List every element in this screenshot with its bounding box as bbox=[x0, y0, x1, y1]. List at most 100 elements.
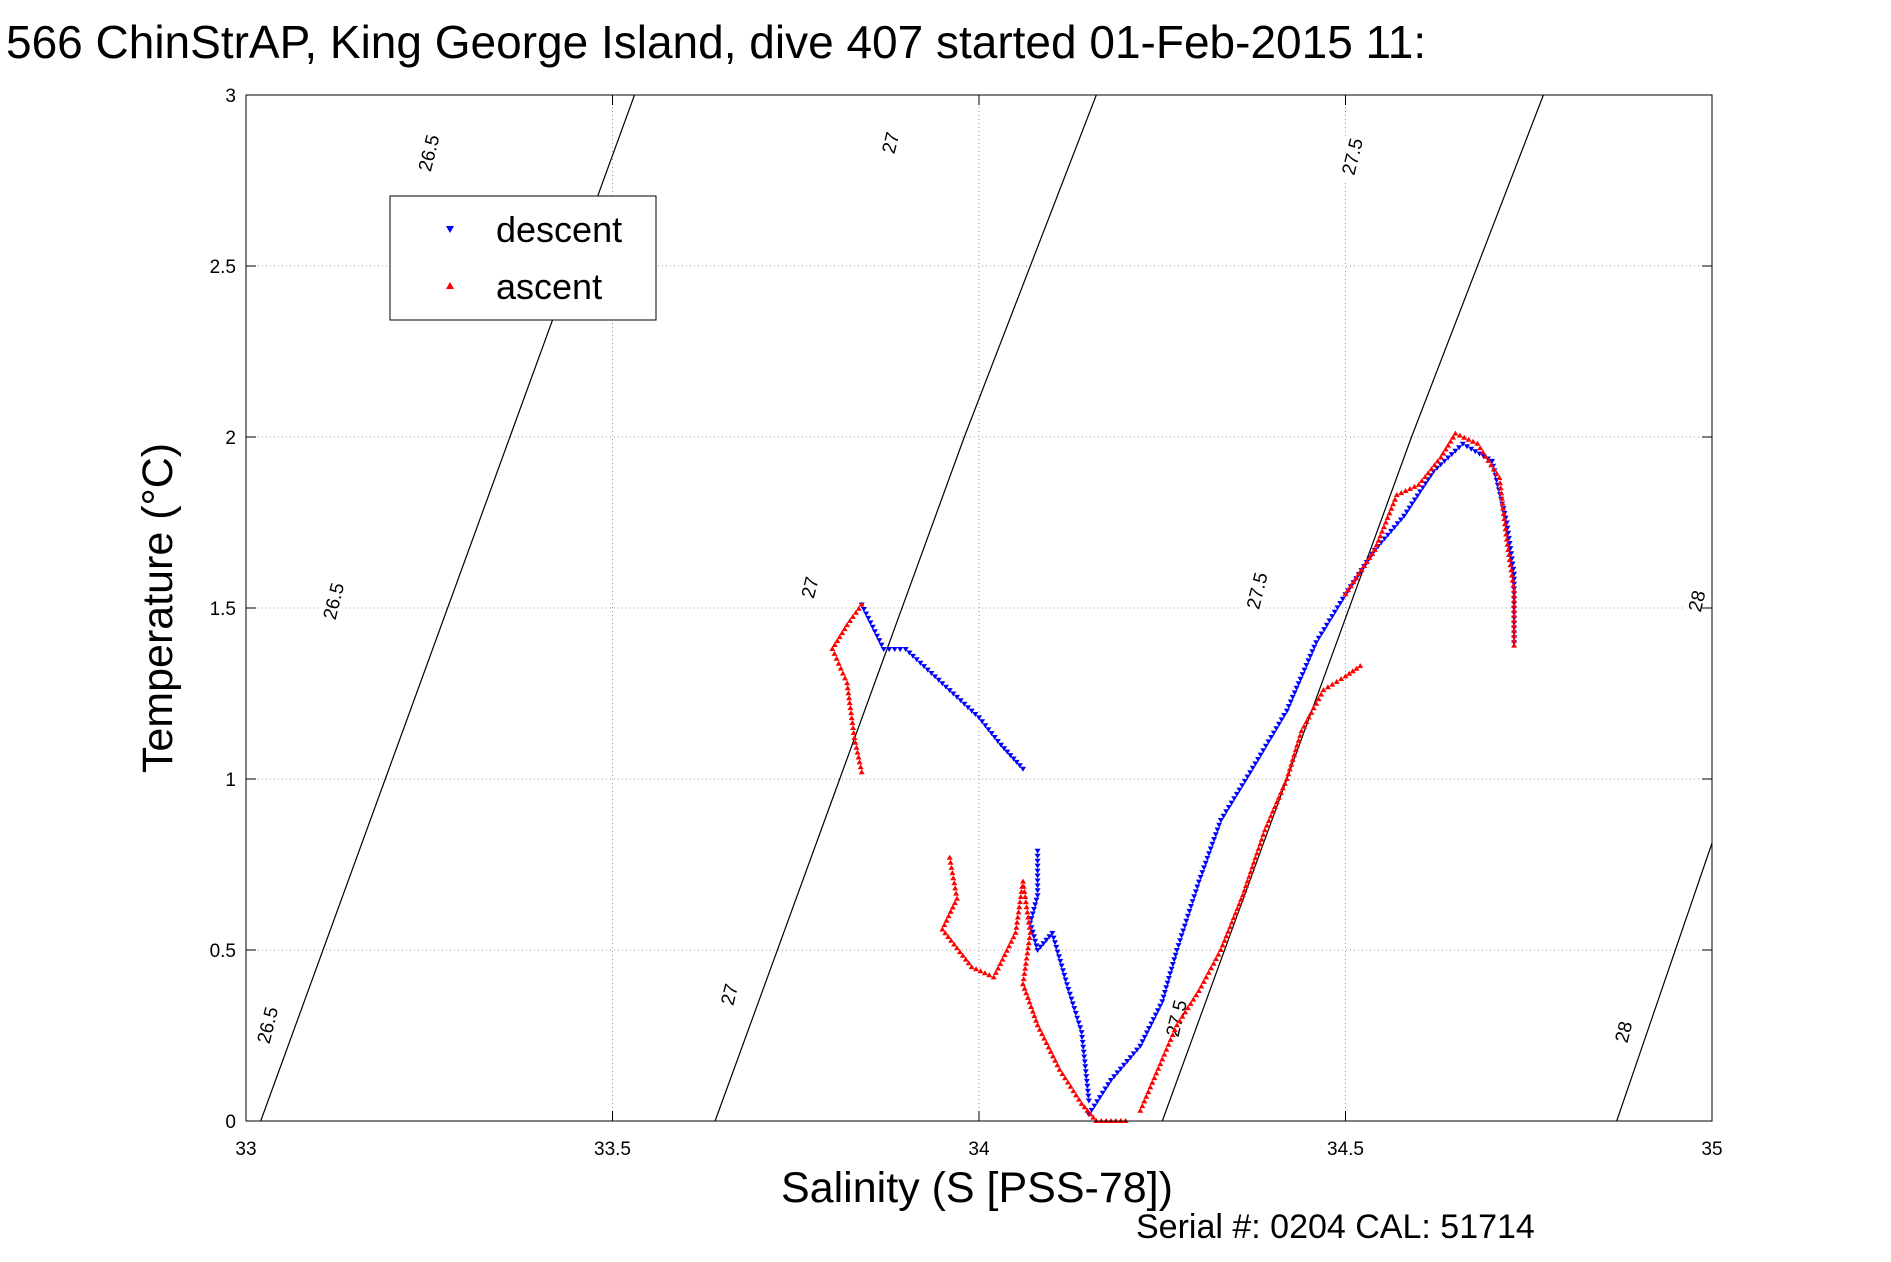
ascent-point bbox=[1050, 1053, 1056, 1059]
ascent-point bbox=[1501, 516, 1508, 522]
descent-point bbox=[1034, 883, 1041, 889]
descent-point bbox=[1301, 667, 1308, 673]
ascent-point bbox=[1247, 869, 1254, 875]
descent-point bbox=[1146, 1026, 1153, 1031]
ascent-point bbox=[1238, 896, 1244, 902]
ascent-point bbox=[1244, 878, 1251, 884]
contour-label: 27 bbox=[718, 982, 743, 1008]
descent-point bbox=[1049, 930, 1056, 936]
ascent-point bbox=[1143, 1093, 1150, 1099]
descent-point bbox=[1397, 517, 1404, 523]
descent-point bbox=[1295, 681, 1302, 687]
descent-point bbox=[1094, 1099, 1101, 1105]
ascent-point bbox=[1308, 709, 1315, 715]
descent-point bbox=[1143, 1030, 1150, 1036]
axis-ticks: 33 33.5 34 34.5 35 0 0.5 1 1.5 2 2.5 3 bbox=[210, 86, 1723, 1160]
ascent-point bbox=[1001, 952, 1008, 958]
ascent-point bbox=[857, 764, 864, 770]
ascent-point bbox=[999, 956, 1006, 962]
descent-point bbox=[1139, 1039, 1146, 1045]
ascent-point bbox=[1498, 490, 1505, 496]
ascent-point bbox=[844, 685, 851, 691]
ascent-point bbox=[1006, 943, 1013, 949]
ascent-point bbox=[1294, 742, 1301, 748]
ascent-point bbox=[1179, 1013, 1186, 1019]
descent-point bbox=[1411, 497, 1418, 503]
descent-point bbox=[1154, 1008, 1161, 1014]
descent-point bbox=[1034, 893, 1041, 899]
descent-point bbox=[1084, 1083, 1091, 1089]
descent-point bbox=[1262, 743, 1269, 749]
descent-point bbox=[1276, 721, 1282, 727]
descent-point bbox=[1099, 1090, 1106, 1096]
contour-label: 27.5 bbox=[1339, 136, 1368, 177]
ascent-point bbox=[1027, 929, 1034, 935]
ascent-point bbox=[1511, 642, 1518, 648]
ascent-point bbox=[1402, 488, 1409, 493]
ascent-point bbox=[1398, 490, 1405, 496]
ascent-point bbox=[945, 913, 952, 919]
contour-label-bg bbox=[1335, 129, 1369, 184]
ascent-point bbox=[1503, 536, 1510, 542]
ascent-point bbox=[844, 622, 851, 628]
descent-point bbox=[1257, 752, 1264, 758]
ascent-point bbox=[1508, 567, 1515, 573]
ascent-point bbox=[1029, 1008, 1036, 1014]
descent-point bbox=[1034, 878, 1041, 884]
x-tick-label: 34 bbox=[968, 1139, 990, 1160]
descent-point bbox=[1339, 596, 1346, 602]
descent-point bbox=[1278, 717, 1285, 723]
descent-point bbox=[957, 698, 964, 704]
ascent-point bbox=[1155, 1065, 1162, 1071]
ascent-point bbox=[1510, 582, 1517, 588]
ascent-point bbox=[1023, 904, 1030, 910]
ascent-point bbox=[1087, 1111, 1094, 1117]
descent-point bbox=[1034, 863, 1041, 869]
ascent-point bbox=[992, 969, 999, 975]
descent-point bbox=[994, 738, 1001, 744]
descent-point bbox=[1034, 888, 1041, 894]
contour-label: 27.5 bbox=[1163, 998, 1192, 1039]
ascent-point bbox=[951, 880, 958, 886]
descent-point bbox=[1236, 787, 1243, 793]
descent-point bbox=[1472, 449, 1479, 455]
descent-point bbox=[968, 708, 975, 714]
descent-point bbox=[1034, 848, 1041, 854]
ascent-point bbox=[1249, 864, 1256, 870]
ascent-point bbox=[1020, 878, 1026, 884]
descent-point bbox=[906, 650, 913, 656]
ascent-point bbox=[1221, 937, 1228, 943]
ascent-point bbox=[1422, 474, 1429, 480]
ascent-point bbox=[1511, 607, 1518, 613]
descent-point bbox=[1071, 1006, 1078, 1012]
descent-point bbox=[1020, 766, 1026, 772]
ascent-point bbox=[1347, 583, 1354, 589]
ascent-point bbox=[956, 949, 963, 955]
ascent-point bbox=[1163, 1046, 1170, 1052]
descent-point bbox=[1225, 805, 1232, 810]
ascent-point bbox=[1023, 990, 1030, 996]
descent-point bbox=[886, 647, 893, 652]
legend-marker-descent bbox=[446, 226, 454, 233]
ascent-point bbox=[1023, 955, 1030, 961]
ascent-point bbox=[951, 900, 958, 906]
ascent-point bbox=[1379, 528, 1386, 534]
descent-point bbox=[1111, 1074, 1118, 1080]
descent-point bbox=[910, 653, 916, 659]
descent-point bbox=[1217, 818, 1224, 823]
ascent-point bbox=[1407, 486, 1413, 491]
ascent-point bbox=[954, 945, 960, 951]
ascent-point bbox=[1305, 714, 1312, 720]
descent-point bbox=[1456, 445, 1463, 451]
ascent-point bbox=[1182, 1009, 1189, 1015]
ascent-point bbox=[844, 680, 851, 686]
ascent-point bbox=[1361, 563, 1368, 568]
ascent-point bbox=[1159, 1056, 1166, 1062]
descent-point bbox=[1082, 1064, 1089, 1070]
descent-point bbox=[985, 727, 992, 733]
ascent-point bbox=[1043, 1040, 1050, 1045]
ascent-point bbox=[846, 695, 853, 701]
ascent-point bbox=[1219, 942, 1226, 948]
ascent-point bbox=[851, 735, 858, 740]
ascent-point bbox=[953, 890, 960, 896]
